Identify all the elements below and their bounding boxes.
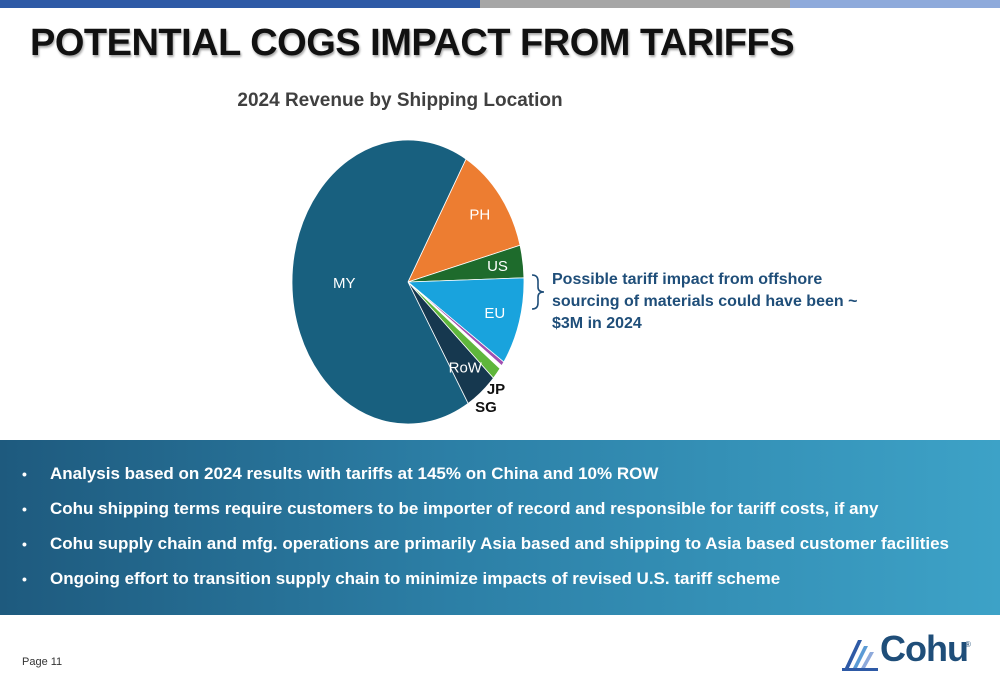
bullet-list: • Analysis based on 2024 results with tar… <box>22 463 949 603</box>
pie-label-sg: SG <box>475 399 497 416</box>
callout-brace <box>531 274 545 310</box>
bullet-item: • Ongoing effort to transition supply cha… <box>22 568 949 603</box>
pie-label-eu: EU <box>484 305 505 322</box>
bullet-marker: • <box>22 571 27 587</box>
pie-label-jp: JP <box>487 381 505 398</box>
pie-slice-eu <box>406 277 525 363</box>
top-bar-segment-light-blue <box>790 0 1000 8</box>
logo-wordmark: Cohu <box>880 628 969 669</box>
top-accent-bar <box>0 0 1000 8</box>
bullet-marker: • <box>22 501 27 517</box>
pie-label-my: MY <box>333 275 356 292</box>
tariff-impact-callout: Possible tariff impact from offshore sou… <box>552 271 858 332</box>
registered-mark: ® <box>965 640 971 649</box>
bullet-item: • Cohu supply chain and mfg. operations a… <box>22 533 949 568</box>
bullet-text: Ongoing effort to transition supply chai… <box>50 569 781 588</box>
bullet-text: Cohu supply chain and mfg. operations ar… <box>50 534 949 553</box>
pie-label-us: US <box>487 258 508 275</box>
pie-slice-ph <box>407 158 521 283</box>
bullets-panel: • Analysis based on 2024 results with tar… <box>0 440 1000 615</box>
page-number: Page 11 <box>22 656 63 668</box>
bullet-text: Analysis based on 2024 results with tari… <box>50 464 659 483</box>
cohu-triangle-logo-icon <box>842 640 878 671</box>
top-bar-segment-blue <box>0 0 480 8</box>
cohu-logo: Cohu ® <box>840 628 980 674</box>
pie-label-row: RoW <box>449 360 483 377</box>
top-bar-segment-gray <box>480 0 790 8</box>
slide-title: POTENTIAL COGS IMPACT FROM TARIFFS <box>30 22 795 64</box>
chart-title: 2024 Revenue by Shipping Location <box>237 90 563 111</box>
bullet-item: • Analysis based on 2024 results with tar… <box>22 463 949 498</box>
bullet-item: • Cohu shipping terms require customers t… <box>22 498 949 533</box>
pie-slice-my <box>291 139 469 425</box>
bullet-text: Cohu shipping terms require customers to… <box>50 499 879 518</box>
bullet-marker: • <box>22 536 27 552</box>
bullet-marker: • <box>22 466 27 482</box>
pie-label-ph: PH <box>469 207 490 224</box>
